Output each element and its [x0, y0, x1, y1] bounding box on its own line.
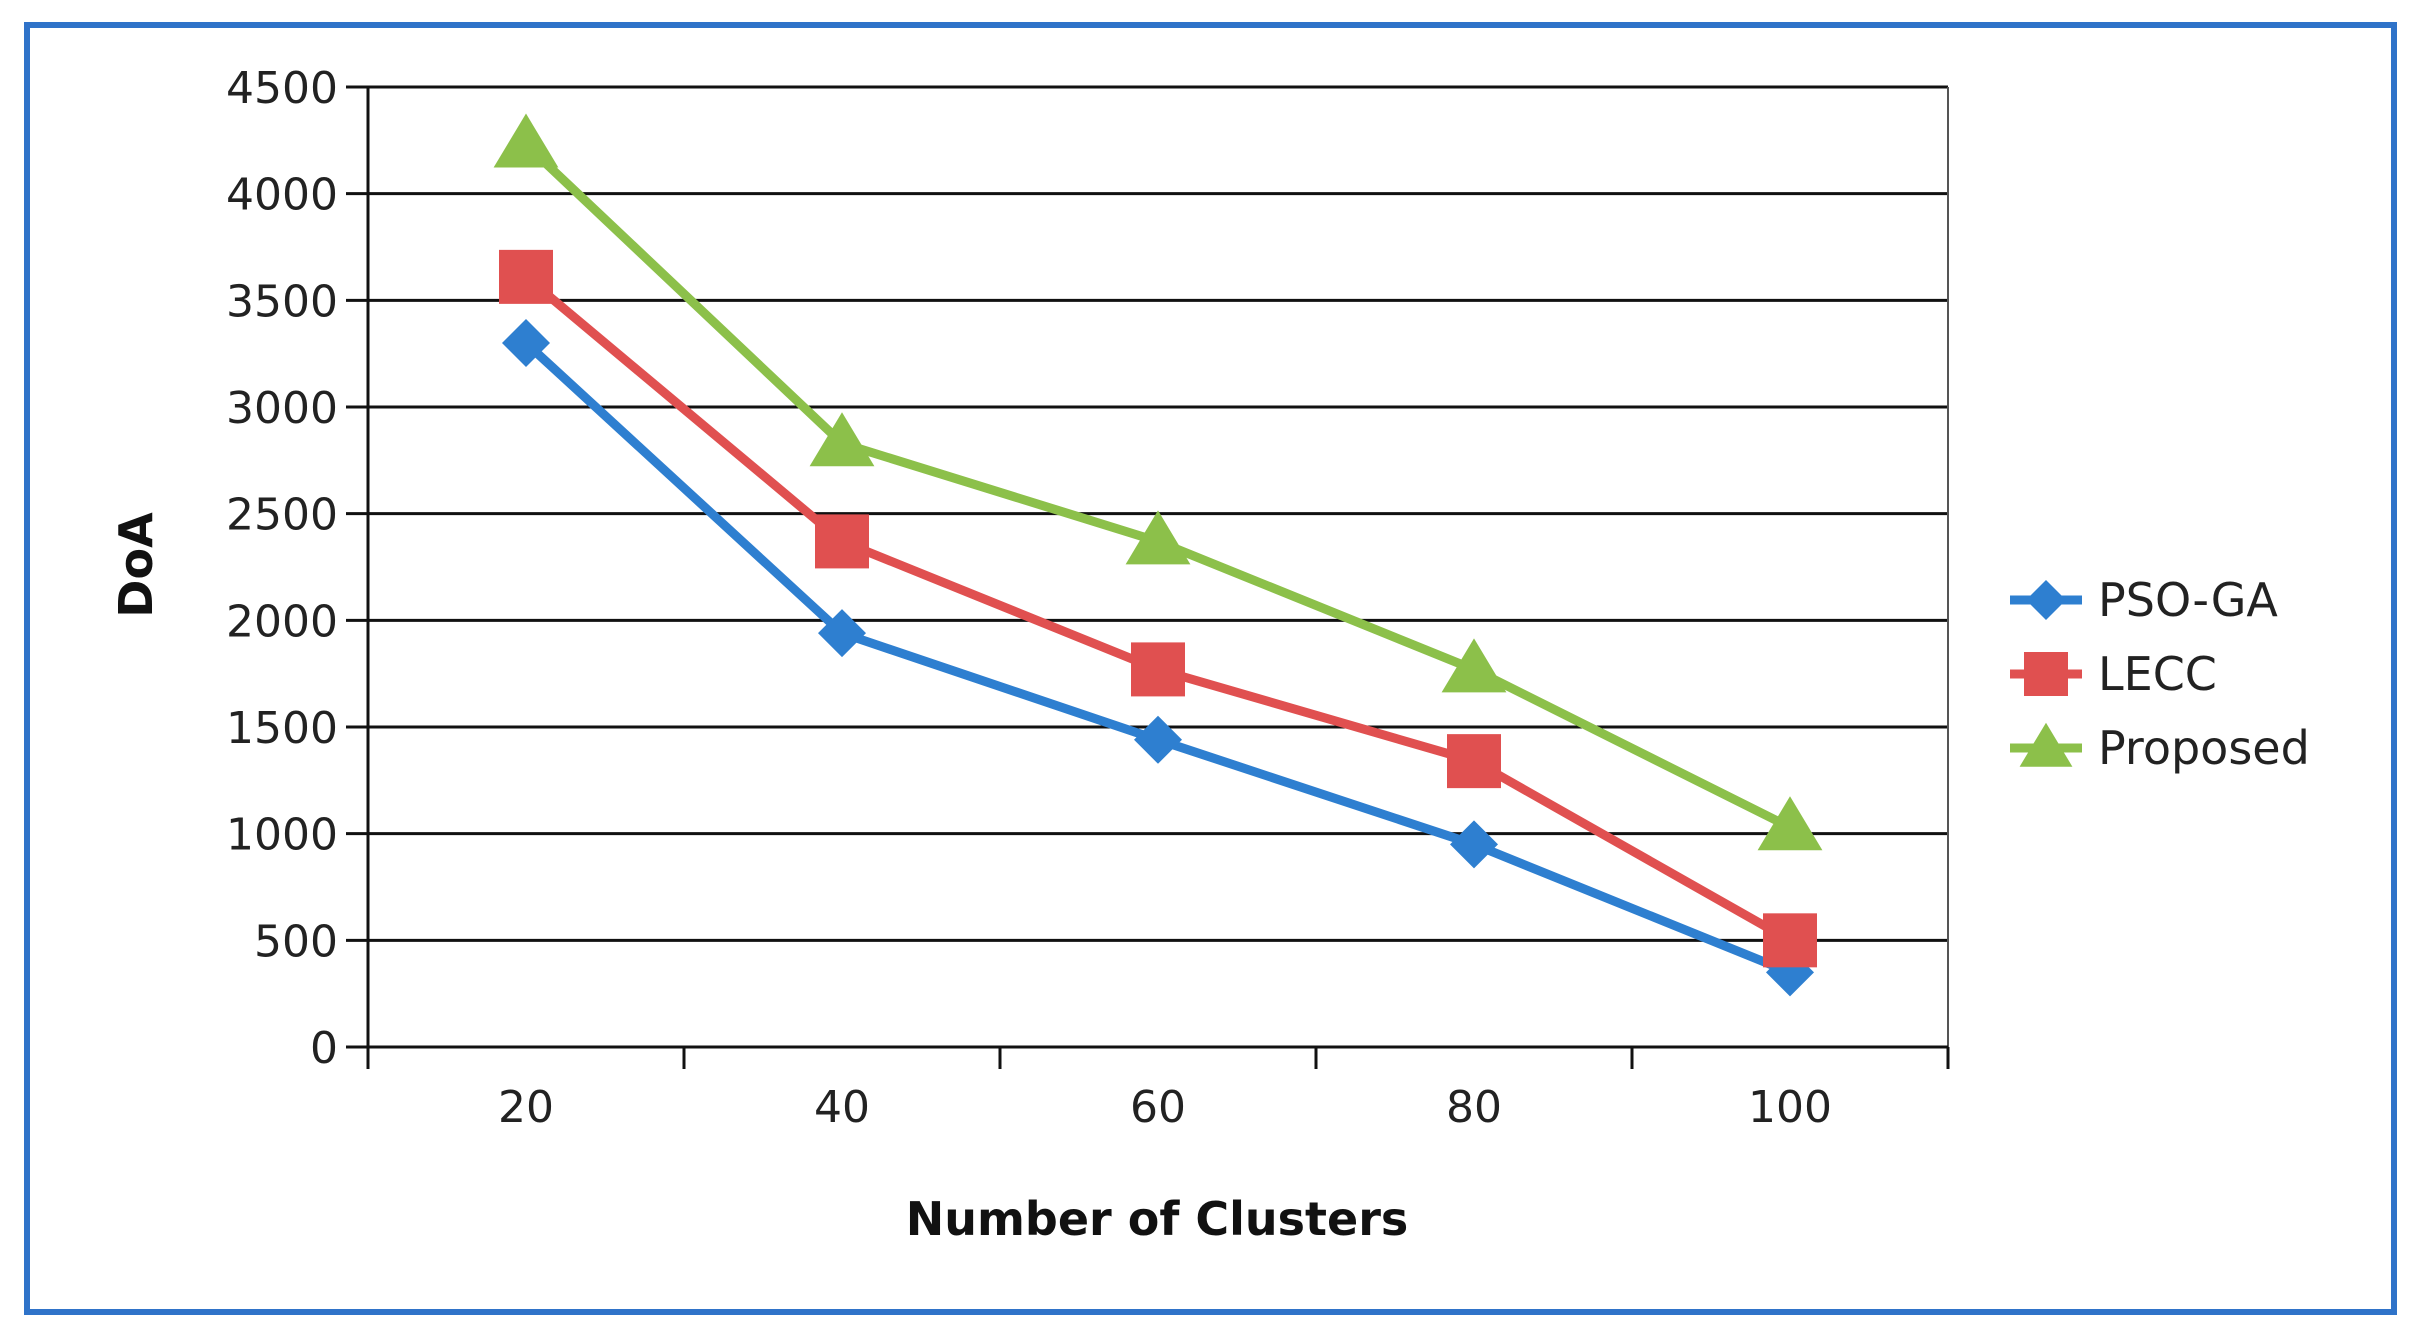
data-point-pso-ga — [1134, 715, 1182, 764]
x-tick-label-80: 80 — [1446, 1082, 1502, 1133]
legend-entry-lecc: LECC — [2010, 647, 2217, 701]
chart-frame — [24, 22, 2397, 1315]
data-point-pso-ga — [502, 319, 550, 367]
y-tick-label: 1000 — [226, 810, 338, 861]
data-point-lecc — [1447, 734, 1501, 789]
y-tick-label: 500 — [254, 916, 338, 967]
series-markers — [493, 113, 1823, 997]
data-point-proposed — [1125, 510, 1191, 565]
data-point-lecc — [815, 514, 869, 569]
y-tick-label: 3000 — [226, 383, 338, 434]
legend-entry-pso-ga: PSO-GA — [2010, 573, 2278, 627]
legend-label: Proposed — [2098, 721, 2310, 775]
y-tick-label: 0 — [310, 1023, 338, 1074]
data-point-proposed — [809, 412, 875, 467]
grid-lines — [368, 85, 1949, 1047]
data-point-lecc — [1131, 642, 1185, 697]
y-tick-label: 1500 — [226, 703, 338, 754]
y-tick-labels: 0 500 1000 1500 2000 2500 3000 3500 4000 4500 — [226, 63, 338, 1074]
legend-label: PSO-GA — [2098, 573, 2278, 627]
legend-marker — [2026, 580, 2066, 620]
series-line-lecc — [523, 273, 1793, 945]
y-tick-label: 3500 — [226, 276, 338, 327]
data-point-pso-ga — [818, 609, 866, 658]
y-tick-label: 4500 — [226, 63, 338, 114]
legend-marker — [2024, 652, 2068, 696]
y-tick-label: 2500 — [226, 490, 338, 541]
data-point-pso-ga — [1450, 820, 1498, 869]
legend-label: LECC — [2098, 647, 2217, 701]
data-point-proposed — [493, 113, 559, 168]
y-tick-label: 4000 — [226, 170, 338, 221]
legend: PSO-GA LECC Proposed — [2010, 573, 2310, 775]
y-axis-title: DoA — [109, 512, 163, 618]
data-point-lecc — [1763, 913, 1817, 968]
x-tick-label-100: 100 — [1748, 1082, 1832, 1133]
x-tick-label-20: 20 — [498, 1082, 554, 1133]
axes — [346, 85, 1950, 1069]
data-point-lecc — [499, 249, 553, 304]
data-point-proposed — [1757, 796, 1823, 851]
x-tick-label-40: 40 — [814, 1082, 870, 1133]
y-tick-label: 2000 — [226, 596, 338, 647]
legend-marker — [2019, 722, 2073, 767]
data-point-proposed — [1441, 638, 1507, 693]
x-axis-title: Number of Clusters — [906, 1192, 1409, 1246]
x-tick-label-60: 60 — [1130, 1082, 1186, 1133]
x-tick-labels: 20 40 60 80 100 — [498, 1082, 1832, 1133]
legend-entry-proposed: Proposed — [2010, 721, 2310, 775]
